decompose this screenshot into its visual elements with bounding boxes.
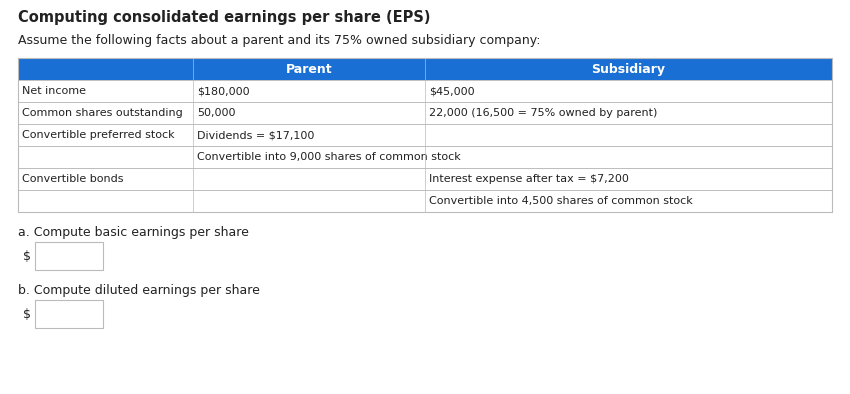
Text: Assume the following facts about a parent and its 75% owned subsidiary company:: Assume the following facts about a paren…: [18, 34, 541, 47]
Text: $: $: [23, 307, 31, 320]
Bar: [18, 102, 832, 124]
Bar: [18, 58, 832, 80]
Text: $45,000: $45,000: [429, 86, 474, 96]
Bar: [18, 80, 832, 102]
Text: Convertible into 9,000 shares of common stock: Convertible into 9,000 shares of common …: [197, 152, 461, 162]
Text: 50,000: 50,000: [197, 108, 235, 118]
Bar: [35, 300, 103, 328]
Text: b. Compute diluted earnings per share: b. Compute diluted earnings per share: [18, 284, 260, 297]
Text: Convertible preferred stock: Convertible preferred stock: [22, 130, 174, 140]
Bar: [18, 190, 832, 212]
Text: Parent: Parent: [286, 63, 332, 76]
Text: a. Compute basic earnings per share: a. Compute basic earnings per share: [18, 226, 249, 239]
Bar: [18, 168, 832, 190]
Text: Convertible bonds: Convertible bonds: [22, 174, 123, 184]
Bar: [35, 242, 103, 270]
Text: Net income: Net income: [22, 86, 86, 96]
Text: Dividends = $17,100: Dividends = $17,100: [197, 130, 314, 140]
Text: $: $: [23, 249, 31, 262]
Text: Convertible into 4,500 shares of common stock: Convertible into 4,500 shares of common …: [429, 196, 693, 206]
Text: 22,000 (16,500 = 75% owned by parent): 22,000 (16,500 = 75% owned by parent): [429, 108, 657, 118]
Text: Interest expense after tax = $7,200: Interest expense after tax = $7,200: [429, 174, 629, 184]
Bar: [18, 124, 832, 146]
Text: Common shares outstanding: Common shares outstanding: [22, 108, 183, 118]
Bar: [18, 58, 832, 212]
Text: Subsidiary: Subsidiary: [592, 63, 666, 76]
Bar: [18, 146, 832, 168]
Text: Computing consolidated earnings per share (EPS): Computing consolidated earnings per shar…: [18, 10, 430, 25]
Text: $180,000: $180,000: [197, 86, 250, 96]
